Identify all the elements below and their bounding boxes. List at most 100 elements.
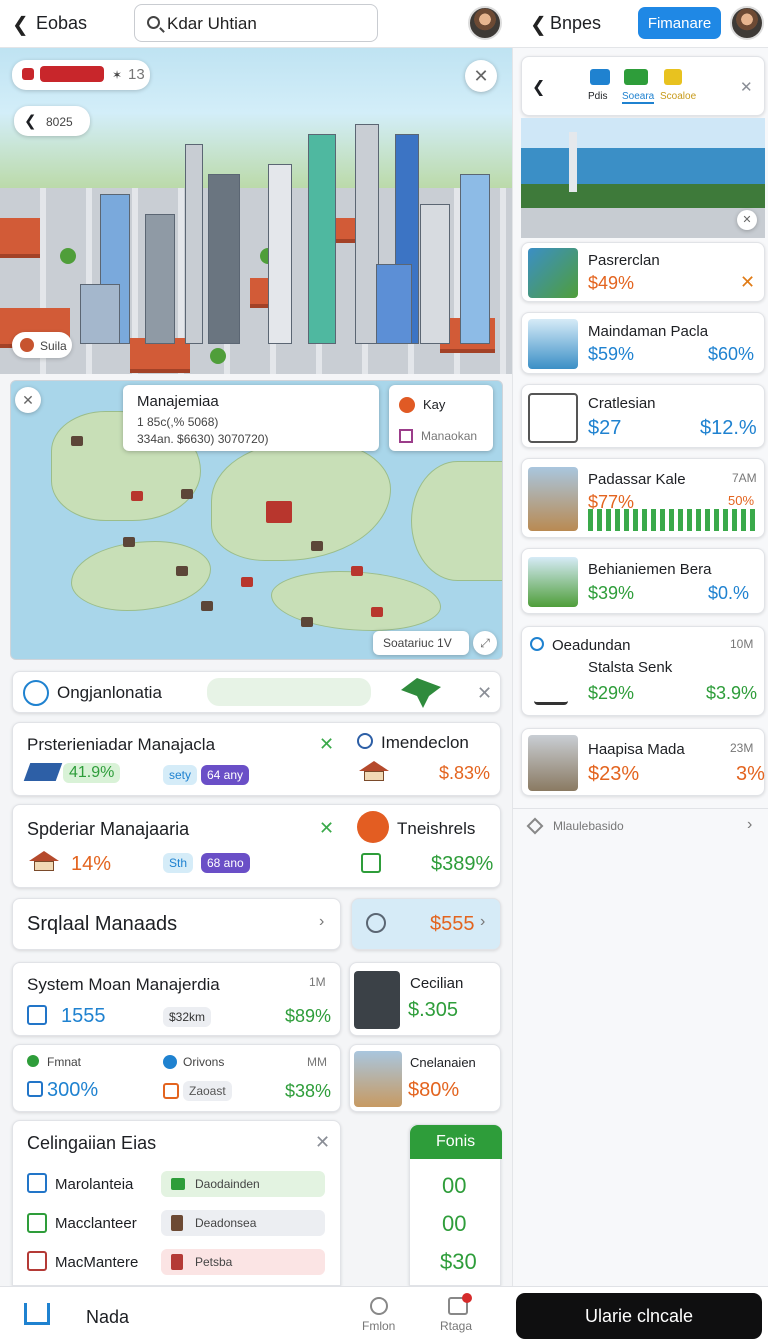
layer-badge[interactable]: ✶ 13: [12, 60, 150, 90]
search-field[interactable]: [134, 4, 378, 42]
map-marker[interactable]: [201, 601, 213, 611]
side-card[interactable]: Cecilian $.305: [349, 962, 501, 1036]
primary-bottom-button[interactable]: Ularie clncale: [516, 1293, 762, 1339]
card-value: 300%: [47, 1079, 99, 1101]
metric-card[interactable]: Fmnat Orivons MM 300% Zaoast $38%: [12, 1044, 341, 1112]
close-icon[interactable]: ✕: [477, 683, 493, 703]
panel-item[interactable]: Oeadundan 10M Stalsta Senk $29% $3.9%: [521, 626, 765, 716]
badge-count: 13: [128, 66, 145, 83]
time-badge: 10M: [730, 637, 754, 651]
tag-icon: [171, 1178, 185, 1190]
search-input[interactable]: [167, 13, 367, 35]
tag-chip[interactable]: $32km: [163, 1007, 212, 1027]
panel-item[interactable]: Haapisa Mada 23M $23% 3%: [521, 728, 765, 796]
close-icon[interactable]: ✕: [740, 79, 753, 96]
list-item-label[interactable]: Macclanteer: [55, 1215, 137, 1232]
nav-label[interactable]: Rtaga: [440, 1319, 473, 1333]
panel-item[interactable]: Cratlesian $27 $12.%: [521, 384, 765, 448]
home-label[interactable]: Nada: [86, 1307, 130, 1327]
profile-avatar[interactable]: [730, 6, 764, 40]
city-map-view[interactable]: ✶ 13 ❮ 8025 ✕ Suila: [0, 48, 512, 374]
tag-chip[interactable]: Sth: [163, 853, 194, 873]
list-item-tag[interactable]: [161, 1210, 325, 1236]
tag-chip[interactable]: Zaoast: [183, 1081, 232, 1101]
map-marker[interactable]: [351, 566, 363, 576]
book-icon: [23, 763, 63, 781]
nav-label[interactable]: Fmlon: [362, 1319, 396, 1333]
map-marker[interactable]: [371, 607, 383, 617]
metric-card[interactable]: Spderiar Manajaaria ✕ 14% Sth 68 ano Tne…: [12, 804, 501, 888]
tab-label[interactable]: Scoaloe: [660, 91, 697, 102]
side-title: Tneishrels: [397, 819, 476, 838]
search-summary[interactable]: $555 ›: [351, 898, 501, 950]
filter-row[interactable]: Ongjanlonatia ✕: [12, 671, 501, 713]
list-item-label[interactable]: MacMantere: [55, 1254, 139, 1271]
user-avatar[interactable]: [468, 6, 502, 40]
skyscraper: [308, 134, 336, 344]
metric-card[interactable]: Prsterieniadar Manajacla ✕ 41.9% sety 64…: [12, 722, 501, 796]
footer-link[interactable]: Mlaulebasido ›: [525, 816, 761, 846]
tag-label: Deadonsea: [195, 1216, 257, 1230]
close-icon[interactable]: ✕: [737, 210, 757, 230]
list-card[interactable]: Celingaiian Eias ✕ Marolanteia Daodainde…: [12, 1120, 341, 1286]
map-marker[interactable]: [71, 436, 83, 446]
side-value: $.83%: [439, 763, 491, 783]
chevron-left-icon[interactable]: ❮: [532, 79, 546, 96]
expand-icon[interactable]: ⤢: [473, 631, 497, 655]
region-map-view[interactable]: ✕ Manajemiaa 1 85c(,% 5068) 334an. $6630…: [10, 380, 503, 660]
location-popup[interactable]: Manajemiaa 1 85c(,% 5068) 334an. $6630) …: [123, 385, 379, 451]
filter-label: Ongjanlonatia: [57, 683, 162, 702]
tab-icon: [624, 69, 648, 85]
close-icon[interactable]: ✕: [740, 272, 756, 292]
metric-card[interactable]: System Moan Manajerdia 1M 1555 $32km $89…: [12, 962, 341, 1036]
map-marker[interactable]: [176, 566, 188, 576]
panel-title: Bnpes: [550, 13, 602, 33]
tab-label[interactable]: Pdis: [588, 91, 608, 102]
close-icon[interactable]: ✕: [319, 734, 335, 754]
panel-back-icon[interactable]: ❮: [530, 14, 547, 36]
panel-item[interactable]: Maindaman Pacla $59% $60%: [521, 312, 765, 374]
close-icon[interactable]: ✕: [15, 387, 41, 413]
score-header-label: Fonis: [436, 1133, 476, 1150]
side-value: $80%: [408, 1079, 460, 1101]
list-item-tag[interactable]: [161, 1171, 325, 1197]
pagoda-marker[interactable]: [266, 501, 292, 523]
map-back-button[interactable]: ❮ 8025: [14, 106, 90, 136]
grid-icon: [27, 1173, 47, 1193]
scale-badge[interactable]: Suila: [12, 332, 72, 358]
tag-chip[interactable]: 64 any: [201, 765, 250, 785]
list-item-tag[interactable]: [161, 1249, 325, 1275]
close-icon[interactable]: ✕: [465, 60, 497, 92]
home-icon[interactable]: [24, 1303, 50, 1325]
panel-item[interactable]: Padassar Kale 7AM $77% 50%: [521, 458, 765, 538]
map-scale-button[interactable]: Soatariuc 1V: [373, 631, 469, 655]
score-card[interactable]: Fonis 00 00 $30: [409, 1124, 502, 1286]
map-key[interactable]: Kay Manaokan: [389, 385, 493, 451]
tag-chip[interactable]: 68 ano: [201, 853, 250, 873]
tag-icon[interactable]: [448, 1297, 468, 1315]
tag-chip[interactable]: sety: [163, 765, 198, 785]
value-chip: 41.9%: [63, 763, 121, 783]
info-icon[interactable]: [370, 1297, 388, 1315]
map-marker[interactable]: [311, 541, 323, 551]
map-marker[interactable]: [301, 617, 313, 627]
tab-label-active[interactable]: Soeara: [622, 91, 655, 104]
panel-item[interactable]: Behianiemen Bera $39% $0.%: [521, 548, 765, 614]
close-icon[interactable]: ✕: [315, 1132, 331, 1152]
map-marker[interactable]: [241, 577, 253, 587]
back-arrow-icon[interactable]: ❮: [12, 14, 29, 36]
popup-line: 334an. $6630) 3070720): [137, 432, 269, 446]
list-item-label[interactable]: Marolanteia: [55, 1176, 134, 1193]
primary-action-button[interactable]: Fimanare: [638, 7, 721, 39]
close-icon[interactable]: ✕: [319, 818, 335, 838]
card-side-value: $89%: [285, 1006, 332, 1026]
filter-input[interactable]: [207, 678, 371, 706]
map-marker[interactable]: [181, 489, 193, 499]
map-marker[interactable]: [123, 537, 135, 547]
map-marker[interactable]: [131, 491, 143, 501]
side-card[interactable]: Cnelanaien $80%: [349, 1044, 501, 1112]
edit-icon[interactable]: [361, 853, 381, 873]
footer-link-label: Mlaulebasido: [553, 819, 624, 833]
panel-item[interactable]: Pasrerclan $49% ✕: [521, 242, 765, 302]
section-link[interactable]: Srqlaal Manaads ›: [12, 898, 341, 950]
